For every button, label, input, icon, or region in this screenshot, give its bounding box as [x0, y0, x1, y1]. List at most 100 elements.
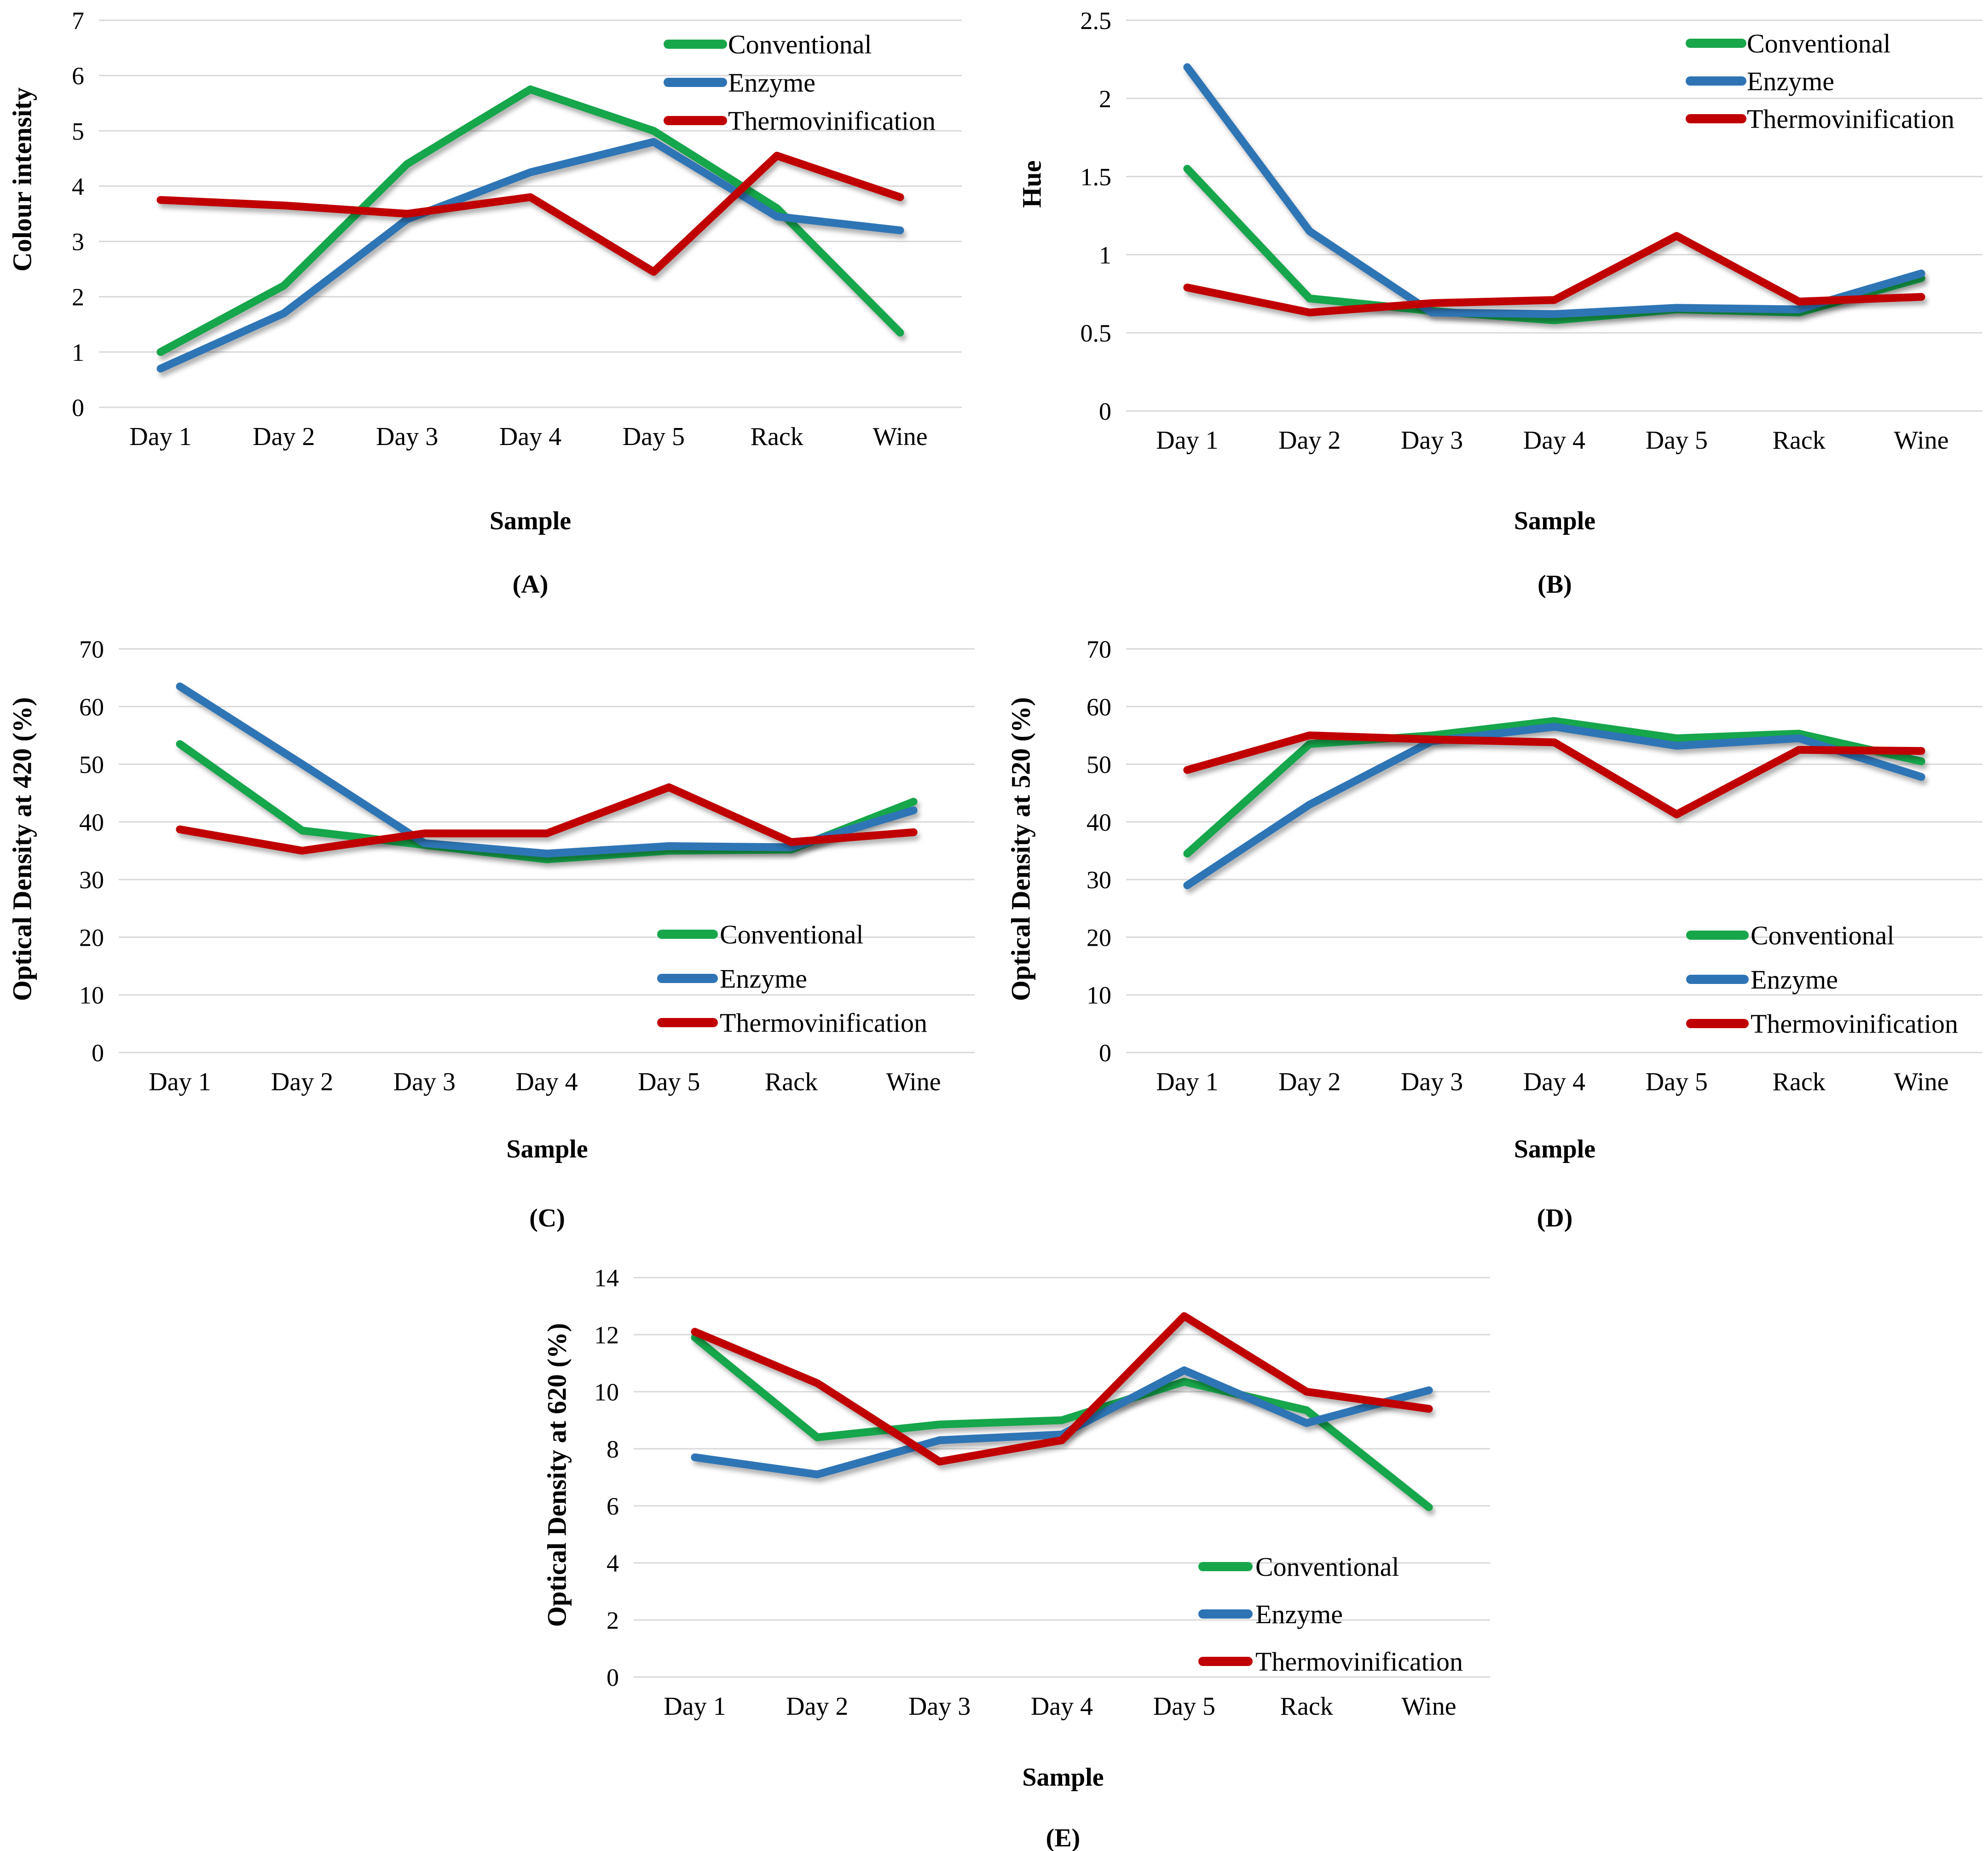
y-tick-label: 4	[607, 1550, 619, 1577]
y-tick-label: 3	[72, 228, 84, 256]
y-tick-label: 40	[79, 809, 104, 836]
series-line-enzyme	[176, 682, 918, 858]
series-line-conventional	[1183, 717, 1925, 858]
series-line-enzyme	[691, 1366, 1433, 1479]
legend-label-conventional: Conventional	[720, 920, 864, 949]
series-line-enzyme	[1183, 63, 1925, 318]
chart-od620: Optical Density at 620 (%) 0 2 4 6 8 10 12 14 Da…	[497, 1238, 1509, 1851]
y-tick-label: 4	[72, 173, 84, 200]
series-line-conventional	[156, 85, 904, 356]
legend-label-thermovinification: Thermovinification	[1751, 1009, 1958, 1039]
legend-label-thermovinification: Thermovinification	[1255, 1647, 1463, 1677]
y-tick-label: 30	[1086, 866, 1111, 894]
y-tick-label: 7	[72, 7, 84, 35]
x-tick-label: Rack	[751, 422, 803, 451]
x-tick-label: Wine	[1402, 1692, 1456, 1721]
y-tick-label: 50	[1086, 751, 1111, 779]
y-tick-label: 60	[79, 693, 104, 721]
legend-label-enzyme: Enzyme	[1751, 965, 1838, 995]
x-tick-label: Day 4	[1523, 1068, 1585, 1096]
plot-area: 0 1 2 3 4 5 6 7 Day 1 Day 2 Day 3 Day 4 Day 5 Rack Win…	[72, 7, 962, 451]
chart-hue: Hue 0 0.5 1 1.5 2 2.5 Day 1 Day 2 Day 3 Day 4 Day …	[994, 0, 1988, 612]
plot-area: 0 10 20 30 40 50 60 70 Day 1 Day 2 Day 3 Day 4 Day 5…	[1086, 636, 1982, 1096]
y-tick-label: 10	[79, 982, 104, 1009]
y-tick-label: 1	[1099, 241, 1111, 269]
x-tick-label: Wine	[1894, 1068, 1949, 1096]
x-tick-label: Day 2	[253, 422, 315, 451]
y-tick-label: 1	[72, 339, 84, 366]
y-tick-label: 70	[1086, 636, 1111, 663]
legend-label-enzyme: Enzyme	[720, 964, 807, 994]
plot-area: 0 10 20 30 40 50 60 70 Day 1 Day 2 Day 3 Day 4 Day 5…	[79, 636, 975, 1096]
legend-label-enzyme: Enzyme	[728, 68, 815, 98]
x-tick-label: Rack	[1280, 1692, 1333, 1721]
y-tick-label: 20	[79, 924, 104, 951]
series-line-thermovinification	[176, 783, 918, 855]
x-axis-title: Sample	[489, 507, 572, 535]
x-tick-label: Day 2	[786, 1692, 848, 1721]
y-tick-label: 30	[79, 866, 104, 894]
series-line-enzyme	[1183, 723, 1925, 890]
x-tick-label: Day 3	[1401, 1068, 1463, 1096]
x-tick-label: Day 5	[1646, 1068, 1708, 1096]
series-line-enzyme	[156, 138, 904, 373]
y-tick-label: 0	[92, 1039, 104, 1067]
legend-label-enzyme: Enzyme	[1747, 66, 1834, 96]
series-line-thermovinification	[691, 1312, 1433, 1466]
y-tick-label: 5	[72, 117, 84, 145]
x-tick-label: Day 3	[1401, 426, 1463, 455]
chart-caption: (E)	[1046, 1824, 1081, 1851]
y-tick-label: 6	[72, 62, 84, 90]
y-tick-label: 1.5	[1081, 163, 1112, 191]
legend-label-conventional: Conventional	[1747, 29, 1891, 58]
y-tick-label: 14	[594, 1264, 619, 1292]
x-axis-title: Sample	[1022, 1763, 1104, 1792]
chart-od420: Optical Density at 420 (%) 0 10 20 30 40 50 60…	[0, 612, 994, 1238]
x-tick-label: Wine	[873, 422, 928, 451]
x-tick-label: Rack	[1773, 426, 1826, 455]
series-line-thermovinification	[1183, 232, 1925, 317]
x-axis-title: Sample	[1514, 1135, 1596, 1163]
legend-label-thermovinification: Thermovinification	[1747, 104, 1954, 134]
x-tick-label: Day 1	[1156, 426, 1218, 455]
x-tick-label: Day 4	[499, 422, 561, 451]
y-tick-label: 20	[1086, 924, 1111, 951]
y-tick-label: 2	[607, 1607, 619, 1634]
legend-label-enzyme: Enzyme	[1255, 1599, 1343, 1629]
x-tick-label: Day 5	[1646, 426, 1708, 455]
legend-label-conventional: Conventional	[1255, 1552, 1399, 1582]
y-tick-label: 2	[72, 283, 84, 311]
x-tick-label: Day 5	[623, 422, 685, 451]
plot-area: 0 2 4 6 8 10 12 14 Day 1 Day 2 Day 3 Day 4 Day 5 Rack…	[594, 1264, 1490, 1721]
x-tick-label: Day 1	[664, 1692, 726, 1721]
x-tick-label: Day 1	[149, 1068, 211, 1096]
legend-label-thermovinification: Thermovinification	[728, 106, 936, 136]
plot-area: 0 0.5 1 1.5 2 2.5 Day 1 Day 2 Day 3 Day 4 Day 5 Rac…	[1081, 7, 1982, 455]
chart-od520: Optical Density at 520 (%) 0 10 20 30 40 50 60…	[994, 612, 1988, 1238]
chart-caption: (D)	[1537, 1204, 1573, 1232]
x-tick-label: Day 5	[638, 1068, 700, 1096]
x-tick-label: Rack	[1773, 1068, 1826, 1096]
chart-colour-intensity: Colour intensity 0 1 2 3 4 5 6 7 Day 1 Day 2 Day 3…	[0, 0, 994, 612]
x-tick-label: Day 2	[271, 1068, 333, 1096]
x-tick-label: Day 4	[515, 1068, 578, 1096]
x-tick-label: Day 3	[908, 1692, 971, 1721]
y-tick-label: 50	[79, 751, 104, 779]
y-tick-label: 0	[607, 1664, 619, 1691]
legend-label-thermovinification: Thermovinification	[720, 1008, 927, 1038]
series-line-thermovinification	[1183, 731, 1925, 819]
y-tick-label: 0	[72, 394, 84, 422]
legend-label-conventional: Conventional	[728, 29, 872, 59]
legend-label-conventional: Conventional	[1751, 920, 1895, 950]
chart-caption: (A)	[512, 570, 549, 599]
series-line-conventional	[691, 1333, 1433, 1511]
x-tick-label: Day 4	[1031, 1692, 1093, 1721]
y-tick-label: 6	[607, 1492, 619, 1520]
y-tick-label: 10	[1086, 982, 1111, 1009]
y-tick-label: 0.5	[1081, 319, 1112, 347]
x-tick-label: Rack	[765, 1068, 818, 1096]
y-tick-label: 70	[79, 636, 104, 663]
x-tick-label: Day 1	[1156, 1068, 1218, 1096]
x-tick-label: Day 1	[129, 422, 191, 451]
x-tick-label: Wine	[886, 1068, 941, 1096]
